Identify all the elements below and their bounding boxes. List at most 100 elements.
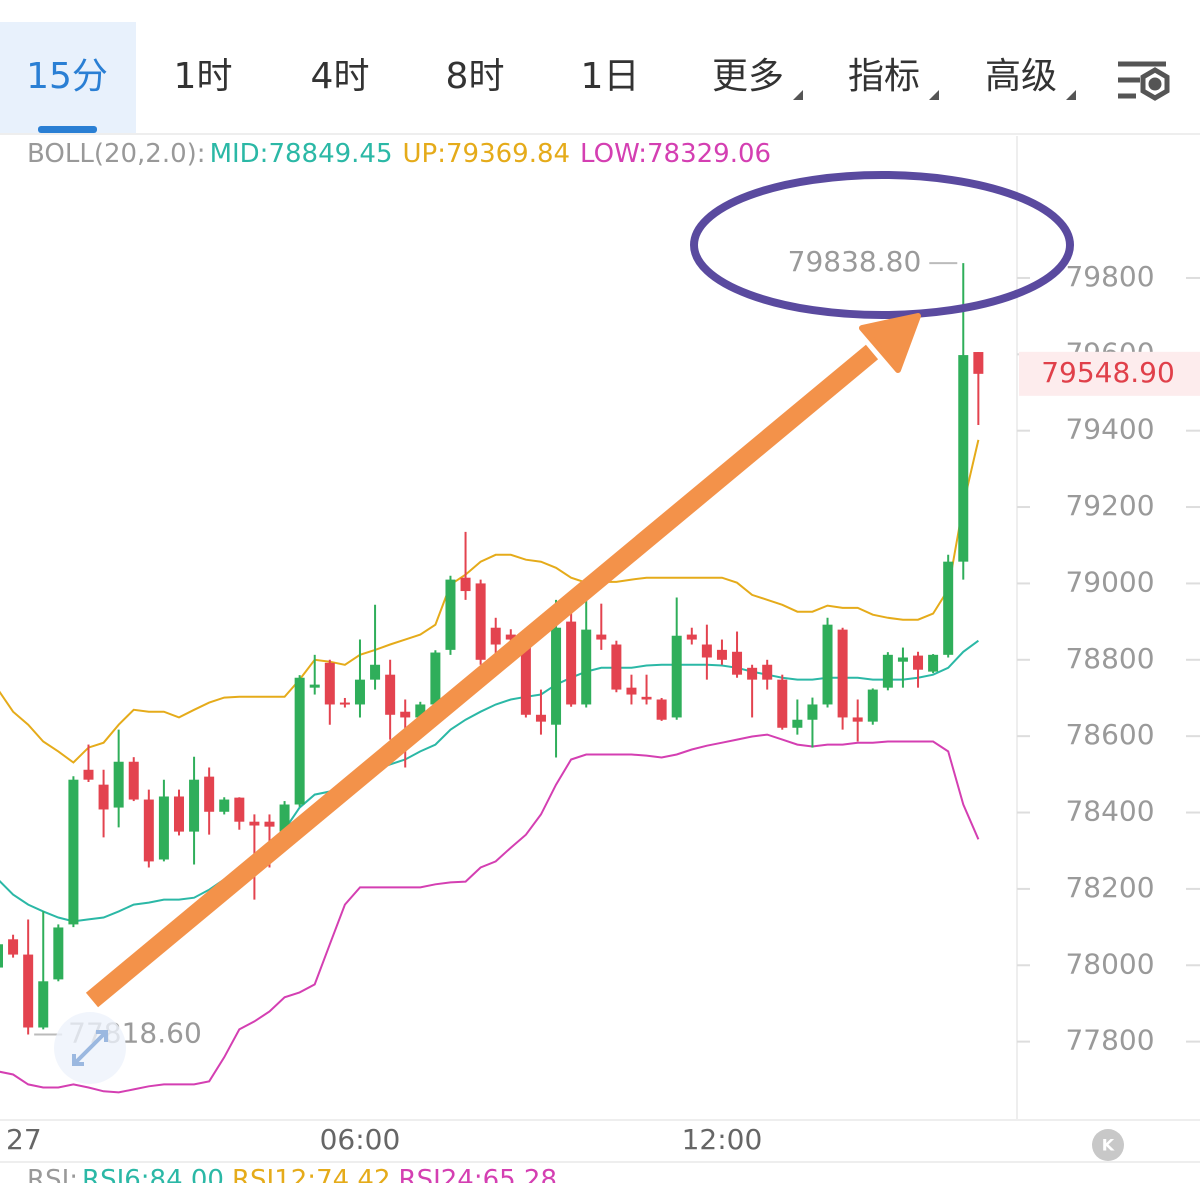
- indicator-legend: BOLL(20,2.0): MID:78849.45 UP:79369.84 LOW:…: [27, 139, 771, 169]
- candle-body: [958, 355, 969, 562]
- candle-body: [189, 779, 200, 832]
- tab-indicator: [38, 126, 97, 133]
- candle-body: [520, 637, 531, 715]
- candle-body: [762, 664, 773, 680]
- dropdown-caret: [929, 90, 939, 100]
- dropdown-caret: [1066, 90, 1076, 100]
- x-tick-label: 06:00: [320, 1123, 401, 1156]
- candle-body: [173, 796, 184, 832]
- candle-body: [671, 635, 682, 718]
- candle-body: [641, 696, 652, 700]
- highlight-ellipse: [690, 171, 1074, 319]
- candle-body: [490, 627, 501, 645]
- candle-body: [460, 577, 471, 592]
- y-tick-label: 79400: [1065, 413, 1154, 446]
- candle-body: [38, 981, 49, 1028]
- x-tick-label: 27: [6, 1123, 42, 1156]
- candle-body: [445, 579, 456, 650]
- candle-body: [143, 799, 154, 862]
- y-tick-label: 79000: [1065, 565, 1154, 598]
- band-line: [0, 733, 980, 1094]
- tab[interactable]: 高级: [985, 56, 1057, 97]
- candle-body: [0, 944, 3, 968]
- rsi-label: RSI:: [27, 1165, 78, 1183]
- candle-body: [777, 679, 788, 728]
- y-tick-label: 78800: [1065, 642, 1154, 675]
- candle-body: [339, 702, 350, 705]
- candle-body: [732, 651, 743, 675]
- expand-button[interactable]: [54, 1012, 126, 1084]
- candle-body: [128, 761, 139, 800]
- candle-body: [234, 797, 245, 822]
- settings-icon[interactable]: [1118, 61, 1170, 101]
- candle-body: [701, 644, 712, 658]
- x-tick-label: 12:00: [682, 1123, 763, 1156]
- last-price: 79548.90: [1041, 356, 1175, 389]
- candle-body: [264, 821, 275, 827]
- candle-body: [158, 796, 169, 860]
- candle-body: [626, 687, 637, 695]
- tab[interactable]: 15分: [26, 56, 108, 97]
- tab-bar: 15分 1时 4时 8时 1日 更多 指标 高级: [26, 56, 1076, 100]
- kline-button[interactable]: K: [1092, 1129, 1124, 1161]
- candle-body: [882, 654, 893, 688]
- tab[interactable]: 指标: [848, 56, 920, 97]
- candle-body: [822, 624, 833, 705]
- candle-body: [747, 667, 758, 680]
- candle-body: [354, 679, 365, 705]
- candle-body: [415, 704, 426, 718]
- candle-body: [973, 352, 984, 374]
- candle-body: [551, 627, 562, 725]
- candle-body: [913, 655, 924, 670]
- candle-body: [581, 629, 592, 705]
- candle-body: [23, 954, 34, 1028]
- candle-body: [385, 674, 396, 715]
- candle-body: [611, 644, 622, 690]
- tab[interactable]: 更多: [712, 56, 784, 97]
- trend-arrow: [85, 313, 921, 1008]
- candle-body: [219, 799, 230, 812]
- candle-body: [686, 634, 697, 640]
- tab[interactable]: 1日: [581, 56, 640, 97]
- candle-body: [928, 654, 939, 672]
- candle-body: [309, 684, 320, 688]
- candle-body: [596, 634, 607, 640]
- y-tick-label: 77800: [1065, 1024, 1154, 1057]
- candle-body: [837, 629, 848, 718]
- candle-body: [400, 711, 411, 718]
- candle-body: [98, 784, 109, 810]
- candle-body: [505, 634, 516, 640]
- candle-body: [566, 621, 577, 705]
- candle-body: [113, 761, 124, 808]
- axes: 77800 78000 78200 78400 78600 78800 79000 79200…: [6, 260, 1200, 1156]
- candle-body: [792, 719, 803, 728]
- tab[interactable]: 8时: [446, 56, 505, 97]
- candle-body: [249, 821, 260, 826]
- rsi-entry: RSI12:74.42: [232, 1165, 391, 1183]
- y-tick-label: 78200: [1065, 871, 1154, 904]
- dropdown-caret: [793, 90, 803, 100]
- tab[interactable]: 4时: [311, 56, 370, 97]
- high-label: 79838.80: [788, 245, 922, 278]
- candle-body: [852, 717, 863, 722]
- candle-body: [68, 779, 79, 925]
- band-line: [0, 639, 979, 923]
- y-tick-label: 78600: [1065, 718, 1154, 751]
- plot: [0, 263, 984, 1094]
- y-tick-label: 79200: [1065, 489, 1154, 522]
- candle-body: [716, 649, 727, 660]
- legend-entry: LOW:78329.06: [580, 139, 771, 169]
- candle-body: [656, 699, 667, 720]
- legend-entry: MID:78849.45: [210, 139, 393, 169]
- candle-body: [867, 689, 878, 722]
- candle-body: [807, 704, 818, 720]
- rsi-entry: RSI24:65.28: [399, 1165, 558, 1183]
- y-tick-label: 78000: [1065, 947, 1154, 980]
- candle-body: [535, 714, 546, 722]
- candle-body: [294, 677, 305, 805]
- candle-body: [83, 769, 94, 780]
- tab[interactable]: 1时: [174, 56, 233, 97]
- band-line: [0, 439, 980, 764]
